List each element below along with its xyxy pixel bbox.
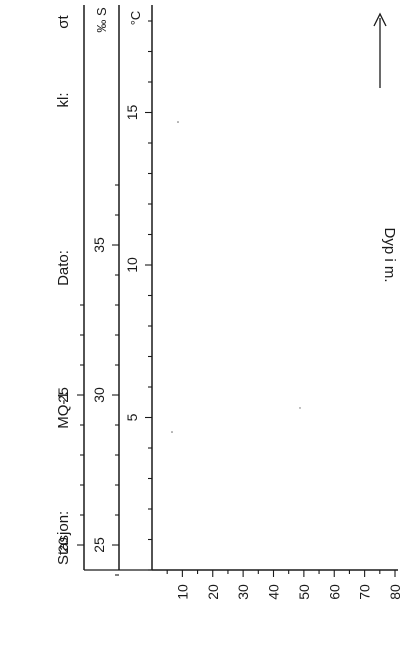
depth-tick-label: 30 bbox=[235, 584, 251, 600]
depth-axis-label: Dyp i m. bbox=[381, 227, 398, 282]
scan-speck bbox=[171, 431, 173, 433]
depth-tick-label: 50 bbox=[296, 584, 312, 600]
header-row: Stasjon: MQ-1 Dato: kl: σt bbox=[55, 14, 72, 565]
depth-tick-label: 60 bbox=[326, 584, 342, 600]
density-tick-label: 20 bbox=[55, 537, 71, 553]
temperature-ticks: 5 10 15 bbox=[124, 20, 152, 571]
sigma-t-label: σt bbox=[55, 14, 72, 28]
depth-ticks: 10 20 30 40 50 60 70 80 bbox=[166, 570, 403, 600]
depth-tick-label: 80 bbox=[387, 584, 403, 600]
salinity-ticks: 25 30 35 bbox=[91, 184, 119, 576]
temperature-tick-label: 15 bbox=[124, 105, 140, 121]
salinity-tick-label: 30 bbox=[91, 387, 107, 403]
temperature-tick-label: 5 bbox=[124, 413, 140, 421]
scan-speck bbox=[299, 407, 301, 409]
depth-tick-label: 40 bbox=[266, 584, 282, 600]
depth-tick-label: 10 bbox=[174, 584, 190, 600]
station-label: Stasjon: bbox=[55, 511, 72, 565]
temperature-tick-label: 10 bbox=[124, 257, 140, 273]
density-tick-label: 25 bbox=[55, 387, 71, 403]
salinity-tick-label: 25 bbox=[91, 537, 107, 553]
depth-arrow bbox=[373, 12, 387, 88]
station-value: MQ-1 bbox=[55, 391, 72, 429]
salinity-unit: ‰ S bbox=[94, 7, 109, 33]
time-label: kl: bbox=[55, 93, 72, 108]
temperature-unit: °C bbox=[128, 11, 143, 26]
depth-tick-label: 20 bbox=[205, 584, 221, 600]
salinity-tick-label: 35 bbox=[91, 237, 107, 253]
scan-speck bbox=[177, 121, 179, 123]
date-label: Dato: bbox=[55, 250, 72, 286]
depth-tick-label: 70 bbox=[357, 584, 373, 600]
